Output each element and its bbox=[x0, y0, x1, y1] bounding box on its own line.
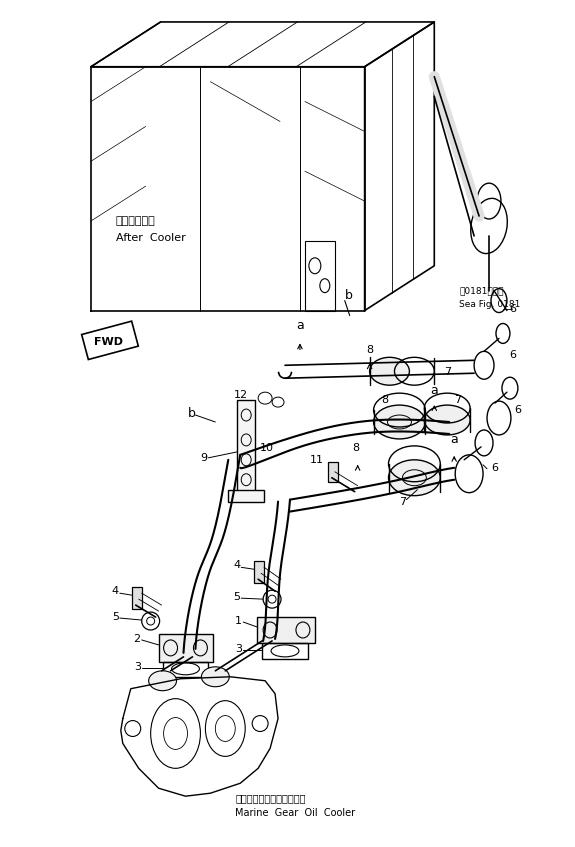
Text: マリンギヤーオイルクーラ: マリンギヤーオイルクーラ bbox=[235, 793, 306, 803]
Text: After  Cooler: After Cooler bbox=[116, 233, 186, 243]
Text: b: b bbox=[345, 289, 352, 302]
Bar bbox=[132, 587, 141, 609]
Text: 4: 4 bbox=[112, 586, 119, 596]
Text: 1: 1 bbox=[235, 616, 242, 626]
Text: 8: 8 bbox=[382, 395, 389, 405]
Text: 7: 7 bbox=[400, 496, 407, 507]
Text: Sea Fig. 0181: Sea Fig. 0181 bbox=[459, 300, 520, 309]
Bar bbox=[163, 662, 208, 677]
Text: アフタクーラ: アフタクーラ bbox=[116, 216, 156, 226]
Text: a: a bbox=[450, 434, 458, 446]
Bar bbox=[262, 643, 308, 659]
Text: 3: 3 bbox=[235, 644, 242, 654]
Text: 6: 6 bbox=[509, 351, 516, 360]
Text: Marine  Gear  Oil  Cooler: Marine Gear Oil Cooler bbox=[235, 808, 355, 818]
Bar bbox=[328, 462, 338, 482]
Text: 7: 7 bbox=[444, 368, 451, 377]
Text: 9: 9 bbox=[201, 453, 208, 462]
Bar bbox=[228, 490, 264, 501]
Ellipse shape bbox=[424, 405, 470, 435]
Ellipse shape bbox=[149, 671, 177, 690]
Bar bbox=[305, 241, 335, 311]
Text: 6: 6 bbox=[509, 303, 516, 313]
Bar bbox=[254, 562, 264, 584]
Text: 5: 5 bbox=[112, 612, 119, 622]
Text: 2: 2 bbox=[133, 634, 141, 644]
Text: 12: 12 bbox=[234, 390, 248, 400]
Bar bbox=[257, 617, 315, 643]
Text: 11: 11 bbox=[310, 455, 324, 465]
Text: a: a bbox=[431, 384, 438, 396]
Bar bbox=[237, 400, 255, 495]
Ellipse shape bbox=[201, 667, 229, 687]
Text: a: a bbox=[296, 319, 304, 332]
Ellipse shape bbox=[370, 357, 409, 385]
Text: 6: 6 bbox=[514, 405, 521, 415]
Text: 6: 6 bbox=[491, 462, 498, 473]
Text: 第0181図参照: 第0181図参照 bbox=[459, 286, 504, 295]
FancyBboxPatch shape bbox=[82, 321, 139, 359]
Text: 10: 10 bbox=[260, 443, 274, 453]
Text: 8: 8 bbox=[352, 443, 360, 453]
Text: FWD: FWD bbox=[94, 337, 124, 347]
Bar bbox=[159, 634, 213, 662]
Text: 8: 8 bbox=[366, 346, 373, 356]
Ellipse shape bbox=[374, 405, 426, 439]
Text: b: b bbox=[187, 407, 196, 419]
Text: 3: 3 bbox=[134, 662, 141, 672]
Text: 4: 4 bbox=[233, 561, 240, 570]
Text: 7: 7 bbox=[454, 395, 461, 405]
Text: 5: 5 bbox=[233, 592, 240, 602]
Ellipse shape bbox=[389, 460, 440, 495]
